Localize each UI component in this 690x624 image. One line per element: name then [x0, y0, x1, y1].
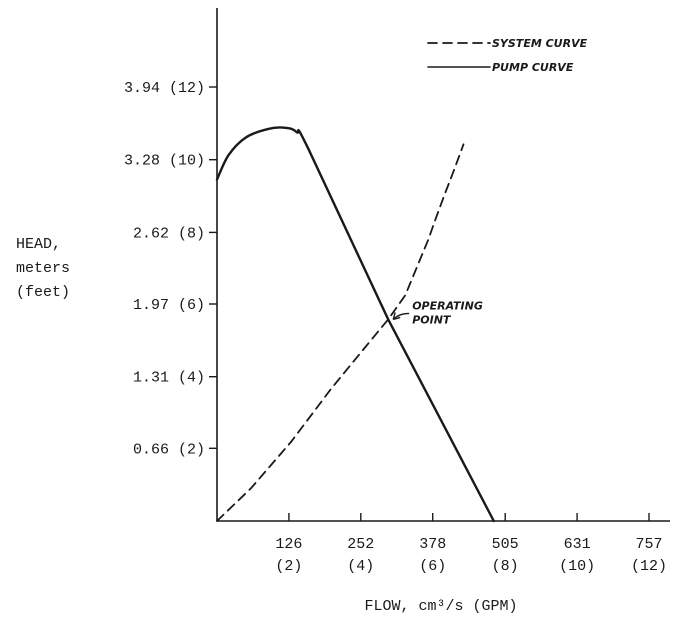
y-tick-label: 1.31 (4) [133, 370, 205, 387]
y-axis-title: HEAD, meters (feet) [16, 236, 70, 301]
series-system-curve [216, 143, 465, 522]
y-axis-title-line-3: (feet) [16, 284, 70, 301]
y-axis-title-line-2: meters [16, 260, 70, 277]
x-tick-sublabel: (6) [419, 558, 446, 575]
x-tick-sublabel: (10) [559, 558, 595, 575]
y-tick-label: 3.28 (10) [124, 153, 205, 170]
operating-point-label-line-2: POINT [412, 313, 452, 326]
x-tick-label: 126 [275, 536, 302, 553]
y-tick-label: 0.66 (2) [133, 441, 205, 458]
y-tick-label: 2.62 (8) [133, 225, 205, 242]
y-axis-title-line-1: HEAD, [16, 236, 61, 253]
y-tick-label: 1.97 (6) [133, 297, 205, 314]
x-tick-label: 757 [635, 536, 662, 553]
operating-point-arrow [392, 312, 410, 321]
x-tick-sublabel: (12) [631, 558, 667, 575]
x-tick-label: 505 [492, 536, 519, 553]
x-tick-sublabel: (8) [492, 558, 519, 575]
legend-pump-label: PUMP CURVE [492, 61, 574, 74]
x-tick-sublabel: (4) [347, 558, 374, 575]
legend-system-label: SYSTEM CURVE [492, 37, 588, 50]
legend: SYSTEM CURVE PUMP CURVE [427, 37, 588, 74]
x-tick-label: 252 [347, 536, 374, 553]
x-axis-ticks: 126 (2) 252 (4) 378 (6) 505 (8) 631 (10) 757 (12) [275, 513, 667, 575]
x-axis-title: FLOW, cm³/s (GPM) [364, 598, 517, 615]
y-tick-label: 3.94 (12) [124, 80, 205, 97]
operating-point-annotation: OPERATING POINT [392, 299, 483, 326]
operating-point-label-line-1: OPERATING [412, 299, 483, 312]
x-tick-sublabel: (2) [275, 558, 302, 575]
x-tick-label: 631 [564, 536, 591, 553]
series-pump-curve [215, 126, 495, 523]
x-tick-label: 378 [419, 536, 446, 553]
y-axis-ticks: 0.66 (2) 1.31 (4) 1.97 (6) 2.62 (8) 3.28 (10… [124, 80, 217, 458]
